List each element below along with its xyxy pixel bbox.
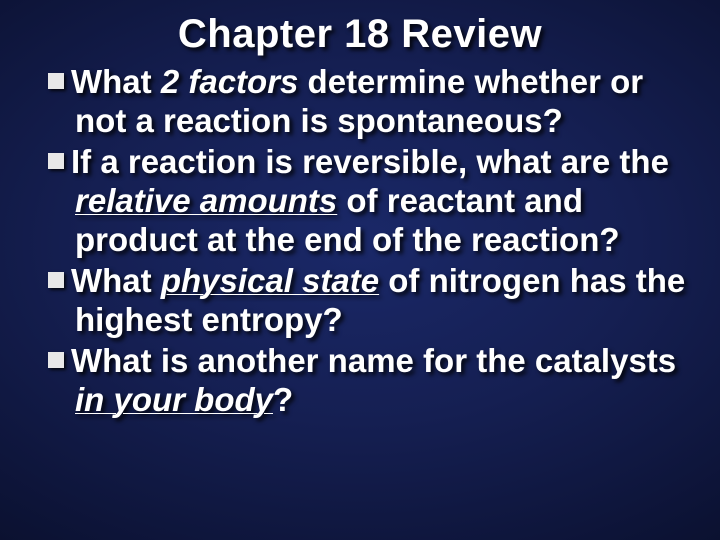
bullet-text-pre: What is another name for the catalysts xyxy=(71,342,676,379)
bullet-item: If a reaction is reversible, what are th… xyxy=(48,143,690,260)
bullet-text-pre: What xyxy=(71,63,161,100)
bullet-text-pre: What xyxy=(71,262,161,299)
bullet-item: What physical state of nitrogen has the … xyxy=(48,262,690,340)
bullet-text-em: physical state xyxy=(161,262,379,299)
bullet-text-em: 2 factors xyxy=(161,63,299,100)
bullet-item: What 2 factors determine whether or not … xyxy=(48,63,690,141)
bullet-item: What is another name for the catalysts i… xyxy=(48,342,690,420)
slide-title: Chapter 18 Review xyxy=(30,12,690,57)
bullet-square-icon xyxy=(48,73,64,89)
bullet-square-icon xyxy=(48,352,64,368)
bullet-text-pre: If a reaction is reversible, what are th… xyxy=(71,143,669,180)
bullet-square-icon xyxy=(48,272,64,288)
bullet-text-em: relative amounts xyxy=(75,182,337,219)
bullet-square-icon xyxy=(48,153,64,169)
bullet-text-em: in your body xyxy=(75,381,273,418)
bullet-list: What 2 factors determine whether or not … xyxy=(30,63,690,419)
bullet-text-post: ? xyxy=(273,381,293,418)
